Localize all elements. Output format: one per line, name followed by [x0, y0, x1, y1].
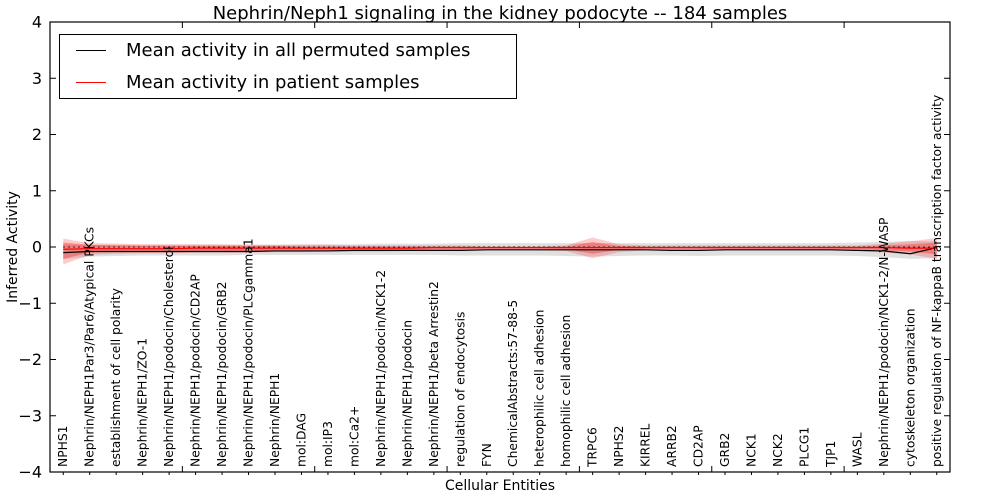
- x-category-label: Nephrin/NEPH1: [268, 373, 282, 467]
- legend-label-patient: Mean activity in patient samples: [126, 71, 420, 93]
- x-category-label: Nephrin/NEPH1/podocin/NCK1-2/N-WASP: [877, 218, 891, 467]
- x-category-label: Nephrin/NEPH1/podocin/GRB2: [215, 282, 229, 467]
- permuted-line-swatch: [76, 50, 106, 52]
- confidence-band-patient-samples-range-inner: [63, 241, 937, 259]
- legend-label-permuted: Mean activity in all permuted samples: [126, 40, 471, 62]
- y-tick-label: 0: [32, 238, 42, 257]
- x-category-label: regulation of endocytosis: [453, 312, 467, 467]
- x-category-label: ARRB2: [665, 425, 679, 467]
- series-line-patient: [63, 246, 937, 250]
- x-category-label: Nephrin/NEPH1/podocin: [400, 320, 414, 467]
- x-category-label: Nephrin/NEPH1/podocin/NCK1-2: [374, 270, 388, 467]
- x-category-label: GRB2: [718, 433, 732, 467]
- x-category-label: Nephrin/NEPH1Par3/Par6/Atypical PKCs: [83, 227, 97, 467]
- y-axis-label: Inferred Activity: [5, 191, 21, 303]
- x-category-label: ChemicalAbstracts:57-88-5: [506, 300, 520, 467]
- series-line-permuted: [63, 246, 937, 255]
- x-category-label: NPHS2: [612, 426, 626, 468]
- x-category-label: NCK1: [744, 433, 758, 467]
- x-category-label: NCK2: [771, 433, 785, 467]
- x-category-label: KIRREL: [639, 423, 653, 467]
- patient-line-swatch: [76, 81, 106, 83]
- x-category-label: cytoskeleton organization: [903, 308, 917, 467]
- y-tick-label: −4: [18, 463, 42, 482]
- x-category-label: WASL: [850, 432, 864, 467]
- x-category-label: FYN: [480, 443, 494, 467]
- chart-title: Nephrin/Neph1 signaling in the kidney po…: [212, 3, 788, 24]
- legend-item-patient: Mean activity in patient samples: [60, 67, 516, 98]
- y-tick-label: 1: [32, 181, 42, 200]
- legend-item-permuted: Mean activity in all permuted samples: [60, 35, 516, 66]
- x-category-label: positive regulation of NF-kappaB transcr…: [930, 95, 944, 467]
- x-category-label: NPHS1: [56, 426, 70, 468]
- y-tick-label: −2: [18, 350, 42, 369]
- x-category-label: mol:Ca2+: [347, 406, 361, 467]
- y-tick-label: 3: [32, 69, 42, 88]
- x-category-label: Nephrin/NEPH1/podocin/PLCgamma1: [242, 238, 256, 467]
- x-axis-label: Cellular Entities: [444, 478, 556, 494]
- x-category-label: mol:DAG: [294, 413, 308, 467]
- x-category-label: Nephrin/NEPH1/ZO-1: [136, 338, 150, 467]
- x-category-label: establishment of cell polarity: [109, 288, 123, 467]
- x-category-label: homophilic cell adhesion: [559, 315, 573, 467]
- x-category-label: TJP1: [824, 441, 838, 468]
- x-category-label: PLCG1: [797, 427, 811, 467]
- y-tick-label: 4: [32, 13, 42, 32]
- y-tick-label: −1: [18, 294, 42, 313]
- x-category-label: CD2AP: [692, 425, 706, 467]
- legend: Mean activity in all permuted samples Me…: [59, 34, 517, 99]
- x-category-label: Nephrin/NEPH1/beta Arrestin2: [427, 281, 441, 467]
- y-tick-label: 2: [32, 125, 42, 144]
- x-category-label: Nephrin/NEPH1/podocin/CD2AP: [189, 274, 203, 467]
- x-category-label: mol:IP3: [321, 421, 335, 467]
- y-tick-label: −3: [18, 406, 42, 425]
- x-category-label: heterophilic cell adhesion: [533, 310, 547, 467]
- x-category-label: TRPC6: [586, 427, 600, 468]
- x-category-label: Nephrin/NEPH1/podocin/Cholesterol: [162, 246, 176, 467]
